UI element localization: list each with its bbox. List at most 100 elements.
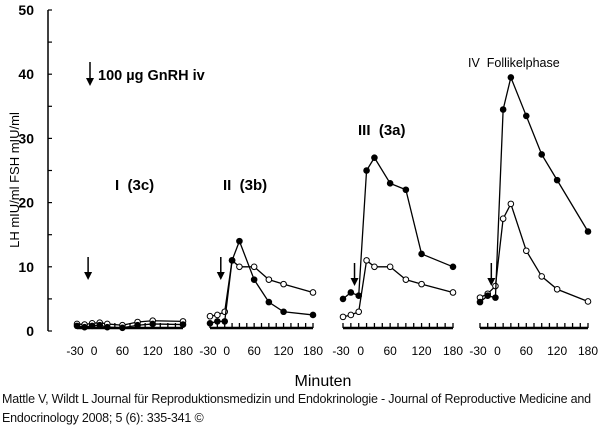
fsh-data-point xyxy=(553,285,561,293)
lh-data-point xyxy=(88,322,96,330)
lh-data-point xyxy=(553,176,561,184)
lh-data-point xyxy=(265,298,273,306)
x-tick-label: 180 xyxy=(443,344,463,358)
x-tick-label: 60 xyxy=(520,344,534,358)
lh-data-point xyxy=(96,321,104,329)
fsh-data-point xyxy=(339,313,347,321)
lh-series-line xyxy=(209,239,314,324)
lh-data-point xyxy=(363,167,370,174)
lh-series-line xyxy=(342,156,454,300)
y-tick-label: 10 xyxy=(18,259,34,275)
lh-series-line xyxy=(479,75,589,303)
x-tick-label: 120 xyxy=(143,344,163,358)
fsh-data-point xyxy=(538,273,546,280)
x-tick-label: -30 xyxy=(66,344,84,358)
lh-data-point xyxy=(522,112,530,120)
x-tick-label: 0 xyxy=(223,344,230,358)
fsh-data-point xyxy=(584,298,592,305)
y-tick-label: 20 xyxy=(18,195,34,211)
fsh-data-point xyxy=(214,311,221,319)
x-tick-label: 120 xyxy=(274,344,294,358)
lh-data-point xyxy=(371,154,378,161)
lh-data-point xyxy=(221,318,229,325)
gnrh-arrowhead-icon xyxy=(487,278,496,286)
lh-data-point xyxy=(119,324,126,332)
lh-data-point xyxy=(492,294,499,301)
fsh-data-point xyxy=(347,311,355,319)
fsh-data-point xyxy=(522,247,530,255)
fsh-data-point xyxy=(363,257,370,264)
lh-data-point xyxy=(134,321,141,329)
lh-data-point xyxy=(73,322,81,330)
panel-label: IV Follikelphase xyxy=(468,56,560,70)
lh-data-point xyxy=(280,308,287,316)
lh-data-point xyxy=(339,295,347,303)
gnrh-chart: 0 10 20 30 40 50 LH mIU/ml FSH mIU/ml -30 0 60 1… xyxy=(7,2,598,390)
fsh-data-point xyxy=(265,276,273,283)
y-tick-label: 0 xyxy=(26,323,34,339)
lh-data-point xyxy=(484,292,492,299)
lh-data-point xyxy=(418,250,425,258)
fsh-data-point xyxy=(206,312,214,320)
gnrh-annotation: 100 µg GnRH iv xyxy=(98,68,205,84)
x-tick-label: -30 xyxy=(469,344,487,358)
x-tick-label: 120 xyxy=(547,344,567,358)
x-tick-label: 180 xyxy=(578,344,598,358)
fsh-data-point xyxy=(355,308,363,316)
gnrh-arrowhead-icon xyxy=(216,272,225,280)
x-tick-label: 180 xyxy=(303,344,323,358)
fsh-data-point xyxy=(386,263,394,271)
fsh-data-point xyxy=(309,289,317,296)
lh-data-point xyxy=(499,106,507,113)
x-tick-label: -30 xyxy=(199,344,217,358)
lh-data-point xyxy=(538,151,546,158)
x-tick-label: 0 xyxy=(357,344,364,358)
y-tick-label: 50 xyxy=(18,2,34,18)
panel-1: -30 0 60 120 180 I (3c) xyxy=(66,177,193,358)
citation: Mattle V, Wildt L Journal für Reprodukti… xyxy=(2,392,591,425)
panel-2: -30 0 60 120 180 II (3b) xyxy=(199,177,323,358)
fsh-data-point xyxy=(236,263,243,271)
lh-data-point xyxy=(449,263,457,271)
x-tick-label: 120 xyxy=(412,344,432,358)
lh-data-point xyxy=(206,319,214,327)
lh-data-point xyxy=(81,323,88,331)
lh-data-point xyxy=(236,237,243,245)
gnrh-arrowhead-icon xyxy=(350,278,359,286)
fsh-series-line xyxy=(209,259,314,317)
fsh-data-point xyxy=(250,263,258,271)
fsh-data-point xyxy=(280,280,287,288)
x-tick-label: 60 xyxy=(247,344,261,358)
lh-data-point xyxy=(355,292,363,299)
y-tick-label: 30 xyxy=(18,130,34,146)
panel-label: II (3b) xyxy=(223,177,267,194)
panel-3: -30 0 60 120 180 III (3a) xyxy=(332,122,463,358)
x-tick-label: -30 xyxy=(332,344,350,358)
fsh-data-point xyxy=(402,276,410,283)
fsh-data-point xyxy=(507,200,515,208)
lh-data-point xyxy=(309,311,317,319)
x-tick-label: 0 xyxy=(494,344,501,358)
lh-data-point xyxy=(347,289,355,296)
y-axis-label: LH mIU/ml FSH mIU/ml xyxy=(7,112,22,248)
panel-label: I (3c) xyxy=(115,177,154,194)
x-tick-label: 0 xyxy=(91,344,98,358)
lh-data-point xyxy=(386,180,394,187)
lh-data-point xyxy=(250,276,258,283)
legend-arrow-icon xyxy=(86,62,94,86)
y-tick-label: 40 xyxy=(18,66,34,82)
lh-data-point xyxy=(584,228,592,235)
lh-data-point xyxy=(214,318,221,325)
lh-data-point xyxy=(476,298,484,306)
panel-4: -30 0 60 120 180 IV Follikelphase xyxy=(468,56,598,358)
lh-data-point xyxy=(179,321,187,328)
lh-data-point xyxy=(103,323,111,331)
x-tick-label: 60 xyxy=(383,344,397,358)
fsh-data-point xyxy=(449,289,457,296)
lh-data-point xyxy=(149,320,157,328)
x-axis-label: Minuten xyxy=(295,373,352,390)
fsh-data-point xyxy=(418,280,425,288)
x-tick-label: 180 xyxy=(173,344,193,358)
panel-label: III (3a) xyxy=(358,122,406,139)
